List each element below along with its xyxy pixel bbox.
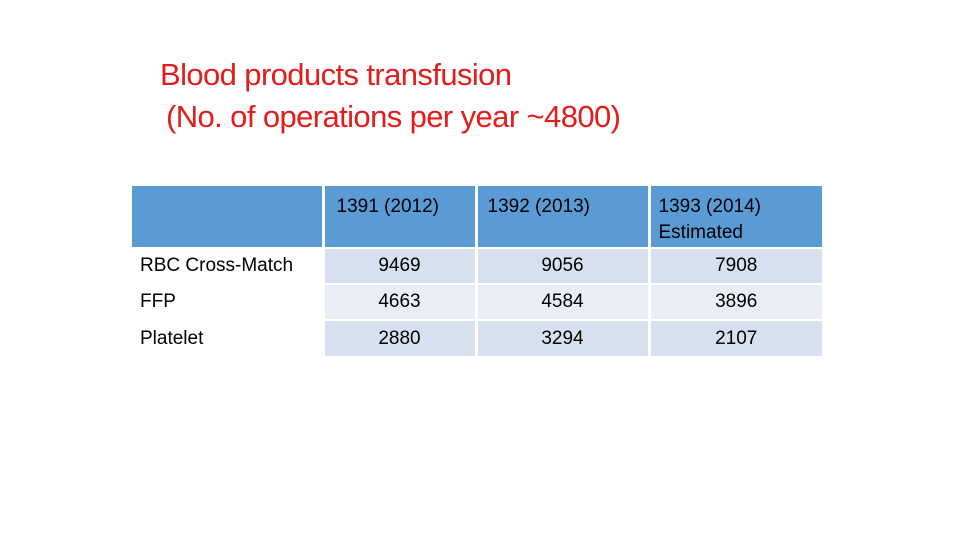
- title-line-1: Blood products transfusion: [160, 57, 512, 92]
- title-line-2: (No. of operations per year ~4800): [166, 99, 621, 134]
- table-cell: 2107: [649, 319, 822, 356]
- table-cell: 2880: [323, 319, 478, 356]
- table-cell: 9056: [476, 247, 651, 284]
- table-header-row: 1391 (2012) 1392 (2013) 1393 (2014) Esti…: [132, 186, 822, 248]
- header-cell-empty: [132, 186, 325, 248]
- header-cell-2014: 1393 (2014) Estimated: [649, 186, 822, 248]
- table-row: Platelet 2880 3294 2107: [132, 319, 822, 356]
- row-label: FFP: [132, 283, 325, 320]
- slide-title: Blood products transfusion (No. of opera…: [160, 54, 621, 138]
- table-row: RBC Cross-Match 9469 9056 7908: [132, 247, 822, 284]
- header-2014-year: 1393 (2014): [658, 196, 761, 217]
- header-cell-2013: 1392 (2013): [476, 186, 651, 248]
- row-label: Platelet: [132, 319, 325, 356]
- table-cell: 7908: [649, 247, 822, 284]
- header-2014-estimated: Estimated: [658, 222, 743, 243]
- header-cell-2012: 1391 (2012): [323, 186, 478, 248]
- table-cell: 4663: [323, 283, 478, 320]
- transfusion-table: 1391 (2012) 1392 (2013) 1393 (2014) Esti…: [132, 186, 822, 356]
- table-row: FFP 4663 4584 3896: [132, 283, 822, 320]
- table-cell: 3294: [476, 319, 651, 356]
- table-cell: 9469: [323, 247, 478, 284]
- table-cell: 4584: [476, 283, 651, 320]
- table-cell: 3896: [649, 283, 822, 320]
- row-label: RBC Cross-Match: [132, 247, 325, 284]
